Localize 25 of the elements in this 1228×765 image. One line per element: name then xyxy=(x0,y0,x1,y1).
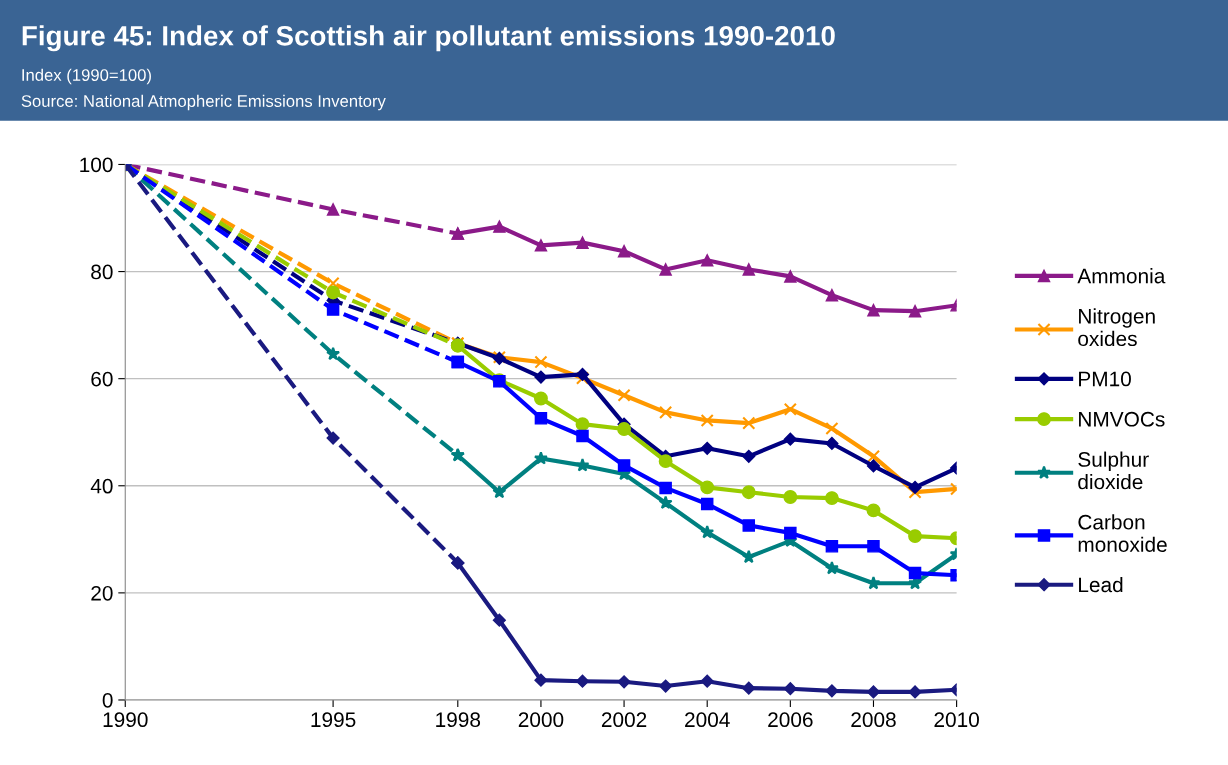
x-tick-label: 1998 xyxy=(436,712,481,728)
x-tick-label: 2002 xyxy=(601,712,647,728)
y-tick-label: 60 xyxy=(91,371,113,387)
y-tick-label: 80 xyxy=(91,264,113,280)
legend-label: Carbon monoxide xyxy=(1078,514,1167,552)
legend-label: Sulphur dioxide xyxy=(1078,451,1149,490)
x-tick-label: 2008 xyxy=(851,712,896,728)
y-tick-label: 0 xyxy=(102,692,113,708)
x-tick-label: 2000 xyxy=(518,712,564,728)
x-tick-label: 2004 xyxy=(685,712,730,728)
y-tick-label: 100 xyxy=(80,157,113,173)
x-tick-label: 1995 xyxy=(311,712,356,728)
y-tick-label: 20 xyxy=(91,585,113,601)
legend-label: Lead xyxy=(1079,576,1123,593)
x-tick-label: 1990 xyxy=(103,712,148,728)
legend-label: Nitrogen oxides xyxy=(1078,308,1155,347)
x-tick-label: 2010 xyxy=(934,712,979,728)
x-tick-label: 2006 xyxy=(768,712,813,728)
legend-label: PM10 xyxy=(1079,371,1131,387)
source-note: Source: National Atmopheric Emissions Inventory xyxy=(21,94,386,111)
y-tick-label: 40 xyxy=(90,478,113,494)
legend-label: Ammonia xyxy=(1077,268,1166,284)
legend-label: NMVOCs xyxy=(1079,411,1165,427)
chart-subtitle: Index (1990=100) xyxy=(22,68,151,85)
chart-title: Figure 45: Index of Scottish air pollutant emissions 1990-2010 xyxy=(22,25,835,52)
